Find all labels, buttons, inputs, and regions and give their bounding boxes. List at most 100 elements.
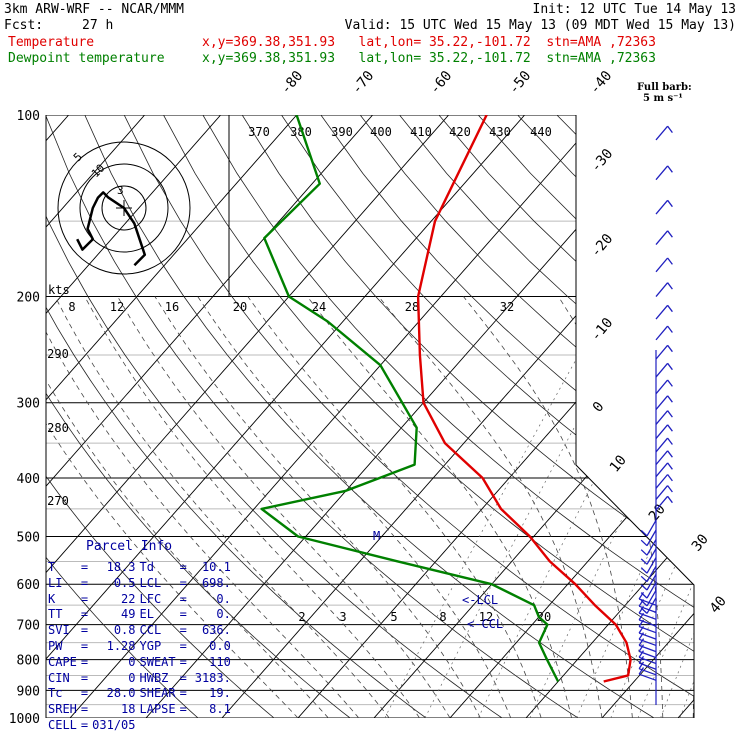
wind-barb: [655, 474, 673, 489]
dry-adiabat: [635, 115, 694, 718]
barb-shaft: [655, 424, 669, 439]
theta-label: 440: [530, 125, 552, 139]
barb-shaft: [655, 362, 669, 378]
mixing-ratio-label-low: 3: [339, 610, 346, 624]
moist-adiabat: [724, 297, 738, 719]
parcel-row: T = 18.3 Td = 10.1: [46, 560, 233, 576]
isotherm-label: 40: [707, 593, 730, 616]
parcel-value: 28.0: [106, 686, 136, 701]
isotherm: [46, 115, 525, 718]
parcel-row: SREH = 18 LAPSE = 8.1: [46, 702, 233, 718]
wind-barb: [655, 437, 673, 453]
isotherm: [46, 115, 145, 718]
wind-barb: [655, 379, 673, 395]
parcel-row: CIN = 0 HWBZ = 3183.: [46, 671, 233, 687]
parcel-value: 636.: [201, 623, 231, 638]
parcel-value: 18.3: [106, 560, 136, 574]
barb-flag: [667, 282, 673, 290]
mixing-ratio-label: 12: [110, 300, 124, 314]
parcel-value: 698.: [201, 575, 231, 590]
parcel-row: CAPE = 0 SWEAT = 110: [46, 655, 233, 671]
wind-barb: [638, 591, 657, 606]
barb-shaft: [655, 165, 669, 181]
isotherm: [46, 115, 373, 718]
parcel-key: LI: [48, 575, 63, 590]
wind-barb: [655, 495, 673, 511]
wind-barb: [655, 325, 673, 341]
barb-flag: [667, 395, 673, 403]
parcel-eq: =: [80, 654, 89, 669]
barb-shaft: [646, 597, 657, 614]
pressure-tick-label: 100: [17, 109, 40, 124]
dry-adiabat: [46, 115, 213, 718]
mixing-ratio-label: 28: [405, 300, 419, 314]
isotherm-label: -70: [349, 68, 378, 98]
mixing-ratio-label: 16: [165, 300, 179, 314]
mixing-ratio-label: 24: [312, 300, 326, 314]
parcel-value: 1.28: [106, 638, 136, 653]
barb-flag: [667, 257, 673, 265]
barb-flag: [640, 567, 648, 574]
parcel-value: 0.8: [113, 623, 136, 638]
barb-flag: [638, 667, 645, 675]
dry-adiabat: [202, 115, 694, 718]
moist-adiabat: [154, 296, 481, 718]
wind-barb: [655, 165, 673, 181]
barb-flag: [667, 485, 673, 493]
barb-shaft: [646, 529, 657, 547]
temperature-trace: [416, 115, 632, 683]
pressure-tick-label: 700: [17, 619, 40, 634]
isotherm: [46, 115, 297, 718]
isotherm-label: -80: [278, 68, 307, 98]
parcel-eq: =: [179, 702, 187, 717]
isotherm-label: -50: [506, 68, 535, 98]
parcel-key: K: [48, 591, 56, 606]
moist-adiabat: [197, 296, 512, 718]
barb-flag: [640, 584, 648, 591]
wind-barb: [638, 667, 657, 681]
barb-shaft: [646, 589, 657, 607]
parcel-eq: =: [179, 670, 187, 685]
parcel-eq: =: [80, 670, 89, 685]
moist-adiabat: [54, 296, 390, 718]
wind-barb: [655, 304, 673, 320]
parcel-key: Tc: [48, 686, 63, 701]
parcel-eq: =: [179, 607, 187, 622]
mixing-ratio-label-low: 12: [479, 610, 493, 624]
barb-flag: [667, 410, 673, 418]
isotherm-label: -40: [587, 68, 616, 98]
mixing-ratio-label-low: 20: [537, 610, 551, 624]
barb-shaft: [655, 257, 669, 273]
hodograph-units: kts: [48, 283, 70, 297]
parcel-key: Td: [139, 560, 154, 574]
moist-adiabat: [46, 296, 360, 718]
parcel-value: 0: [128, 654, 136, 669]
mixing-ratio-label-low: 2: [298, 610, 305, 624]
parcel-info-table: T = 18.3 Td = 10.1 LI = 0.5 LCL = 698. K = 22 LFC = 0. TT =…: [46, 560, 233, 734]
dry-adiabat: [241, 115, 694, 718]
mixing-ratio-label: 8: [68, 300, 75, 314]
barb-shaft: [638, 673, 657, 681]
model-title: 3km ARW-WRF -- NCAR/MMM: [4, 2, 185, 17]
parcel-value: 0: [128, 670, 136, 685]
wind-barb: [655, 395, 673, 411]
barb-legend-units: 5 m s⁻¹: [643, 93, 683, 104]
wind-barb: [638, 612, 657, 627]
barb-flag: [667, 230, 673, 238]
barb-flag: [667, 437, 673, 445]
barb-flag: [638, 625, 645, 634]
dry-adiabat: [163, 115, 694, 718]
isotherm-label: 10: [607, 452, 630, 475]
parcel-key: YGP: [139, 638, 162, 653]
barb-shaft: [655, 325, 669, 341]
parcel-eq: =: [80, 560, 89, 574]
hodograph-center-label: 3: [117, 184, 124, 197]
barb-flag: [638, 638, 645, 646]
dry-adiabat: [46, 115, 367, 718]
parcel-eq: =: [80, 591, 89, 606]
barb-shaft: [638, 598, 657, 606]
isotherm-label: 30: [689, 531, 712, 554]
dry-adiabat: [281, 115, 694, 718]
pressure-tick-label: 800: [17, 654, 40, 669]
